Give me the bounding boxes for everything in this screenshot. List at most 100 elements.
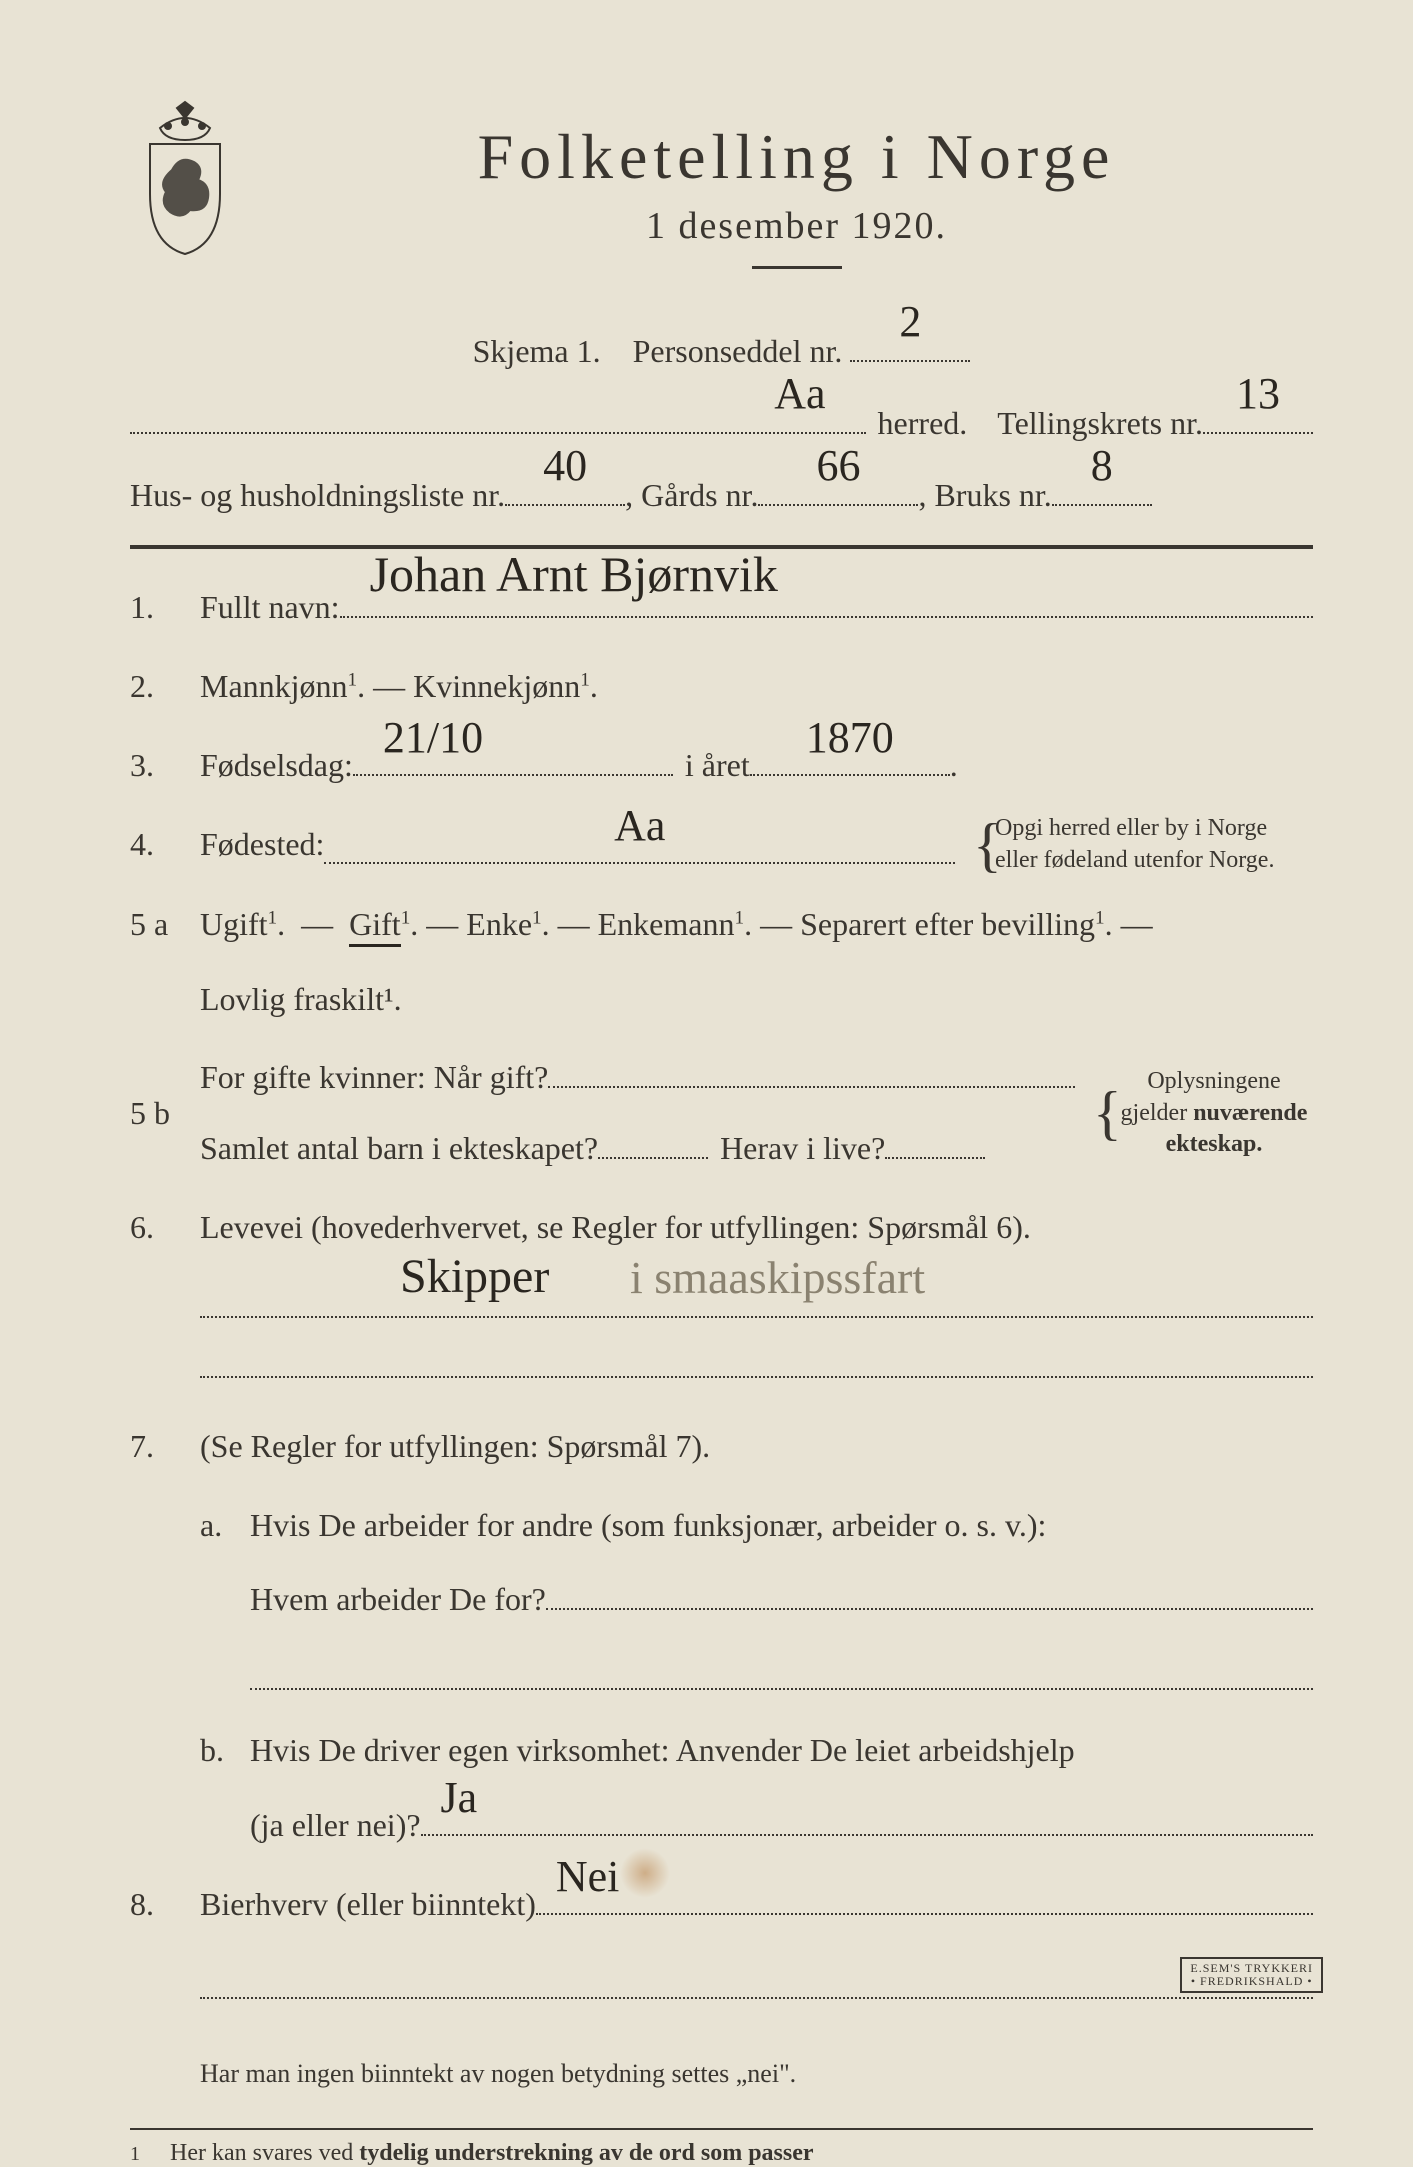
husliste-field: 40 (505, 468, 625, 506)
q3-row: 3. Fødselsdag: 21/10 i året 1870 . (130, 735, 1313, 796)
q7b: b. Hvis De driver egen virksomhet: Anven… (200, 1720, 1313, 1856)
q7a-field-2 (250, 1650, 1313, 1690)
gaards-field: 66 (758, 468, 918, 506)
q6-row: 6. Levevei (hovederhvervet, se Regler fo… (130, 1197, 1313, 1398)
q5b-note-l2: gjelder nuværende (1115, 1098, 1313, 1129)
title-block: Folketelling i Norge 1 desember 1920. (280, 100, 1313, 269)
q7b-l2: (ja eller nei)? (250, 1795, 421, 1856)
footnote-num: 1 (130, 2143, 170, 2166)
footer-note: Har man ingen biinntekt av nogen betydni… (200, 2049, 1313, 2098)
q5a-selected: Gift (349, 906, 401, 947)
herred-field: Aa (130, 396, 866, 434)
q8-num: 8. (130, 1874, 200, 1935)
personseddel-value: 2 (899, 278, 921, 366)
q8-row: 8. Bierhverv (eller biinntekt) Nei (130, 1874, 1313, 2019)
q5b-note-l3: ekteskap. (1115, 1129, 1313, 1160)
q2-sup2: 1 (580, 669, 590, 690)
q3-day-field: 21/10 (353, 737, 673, 775)
footnote: 1 Her kan svares ved tydelig understrekn… (130, 2128, 1313, 2167)
q2-sup1: 1 (348, 669, 358, 690)
meta-block: Skjema 1. Personseddel nr. 2 Aa herred. … (130, 319, 1313, 527)
q5a-row: 5 a Ugift1. — Gift1. — Enke1. — Enkemann… (130, 894, 1313, 1030)
q1-field: Johan Arnt Bjørnvik (340, 580, 1313, 618)
q7a-l1: Hvis De arbeider for andre (som funksjon… (250, 1495, 1046, 1556)
q6-num: 6. (130, 1197, 200, 1258)
q5b-num: 5 b (130, 1083, 200, 1144)
q7-num: 7. (130, 1416, 200, 1477)
header: Folketelling i Norge 1 desember 1920. (130, 100, 1313, 269)
q4-row: 4. Fødested: Aa Opgi herred eller by i N… (130, 813, 1313, 875)
q1-row: 1. Fullt navn: Johan Arnt Bjørnvik (130, 577, 1313, 638)
q8-field-2 (200, 1959, 1313, 1999)
q8-value: Nei (556, 1835, 620, 1919)
q5b-note-l1: Oplysningene (1115, 1066, 1313, 1097)
q4-note-l2: eller fødeland utenfor Norge. (995, 845, 1313, 876)
q6-field-1: Skipper i smaaskipssfart (200, 1278, 1313, 1318)
q4-field: Aa (324, 825, 955, 863)
skjema-label: Skjema 1. (473, 333, 601, 369)
q1-num: 1. (130, 577, 200, 638)
q4-note: Opgi herred eller by i Norge eller fødel… (973, 813, 1313, 875)
bruks-value: 8 (1091, 422, 1113, 510)
q5a-opts2: Lovlig fraskilt¹. (200, 969, 1313, 1030)
q4-note-l1: Opgi herred eller by i Norge (995, 813, 1313, 844)
printer-l1: E.SEM'S TRYKKERI (1190, 1962, 1313, 1975)
meta-line-3: Hus- og husholdningsliste nr. 40 , Gårds… (130, 463, 1313, 527)
q5b-barn-field (598, 1121, 708, 1159)
q5b-l2a: Samlet antal barn i ekteskapet? (200, 1118, 598, 1179)
q8-label: Bierhverv (eller biinntekt) (200, 1874, 536, 1935)
q1-value: Johan Arnt Bjørnvik (370, 527, 778, 622)
q5b-gift-field (548, 1050, 1075, 1088)
q7-label: (Se Regler for utfyllingen: Spørsmål 7). (200, 1416, 710, 1477)
q1-label: Fullt navn: (200, 577, 340, 638)
q5b-l2b: Herav i live? (720, 1118, 885, 1179)
q2-period: . (590, 668, 598, 704)
personseddel-field: 2 (850, 324, 970, 362)
q5b-row: 5 b For gifte kvinner: Når gift? Samlet … (130, 1047, 1313, 1179)
q4-label: Fødested: (200, 814, 324, 875)
printer-mark: E.SEM'S TRYKKERI • FREDRIKSHALD • (1180, 1957, 1323, 1993)
page-title: Folketelling i Norge (280, 120, 1313, 194)
stain-mark (620, 1848, 670, 1898)
q7a-l2: Hvem arbeider De for? (250, 1569, 546, 1630)
footnote-text: Her kan svares ved tydelig understreknin… (170, 2140, 814, 2167)
q7a-field (546, 1572, 1313, 1610)
husliste-value: 40 (543, 422, 587, 510)
q5a-num: 5 a (130, 894, 200, 955)
q6-value-main: Skipper (400, 1231, 549, 1322)
q6-field-2 (200, 1338, 1313, 1378)
q7b-letter: b. (200, 1720, 250, 1781)
coat-of-arms-icon (130, 100, 240, 260)
q7b-field: Ja (421, 1798, 1313, 1836)
q3-day-value: 21/10 (383, 696, 483, 780)
q5b-note: Oplysningene gjelder nuværende ekteskap. (1093, 1066, 1313, 1160)
title-rule (752, 266, 842, 269)
q3-year-field: 1870 (750, 737, 950, 775)
q5b-live-field (885, 1121, 985, 1159)
page-subtitle: 1 desember 1920. (280, 204, 1313, 248)
q3-year-label: i året (685, 735, 750, 796)
tellingskrets-value: 13 (1236, 350, 1280, 438)
q5a-opts: Ugift1. — Gift1. — Enke1. — Enkemann1. —… (200, 894, 1313, 955)
gaards-value: 66 (816, 422, 860, 510)
q2-num: 2. (130, 656, 200, 717)
printer-l2: • FREDRIKSHALD • (1190, 1975, 1313, 1988)
q4-num: 4. (130, 814, 200, 875)
q7a: a. Hvis De arbeider for andre (som funks… (200, 1495, 1313, 1711)
footnote-text-b: tydelig understrekning av de ord som pas… (359, 2140, 813, 2166)
bruks-field: 8 (1052, 468, 1152, 506)
q6-value-faint: i smaaskipssfart (630, 1234, 925, 1321)
q7-row: 7. (Se Regler for utfyllingen: Spørsmål … (130, 1416, 1313, 1856)
q3-label: Fødselsdag: (200, 735, 353, 796)
meta-line-1: Skjema 1. Personseddel nr. 2 (130, 319, 1313, 383)
tellingskrets-field: 13 (1203, 396, 1313, 434)
meta-line-2: Aa herred. Tellingskrets nr. 13 (130, 391, 1313, 455)
q7b-l1: Hvis De driver egen virksomhet: Anvender… (250, 1720, 1075, 1781)
q7b-value: Ja (441, 1756, 478, 1840)
q2-row: 2. Mannkjønn1. — Kvinnekjønn1. (130, 656, 1313, 717)
q3-num: 3. (130, 735, 200, 796)
q5b-l1a: For gifte kvinner: Når gift? (200, 1047, 548, 1108)
q3-year-value: 1870 (806, 696, 894, 780)
husliste-label: Hus- og husholdningsliste nr. (130, 463, 505, 527)
bruks-label: , Bruks nr. (918, 463, 1051, 527)
